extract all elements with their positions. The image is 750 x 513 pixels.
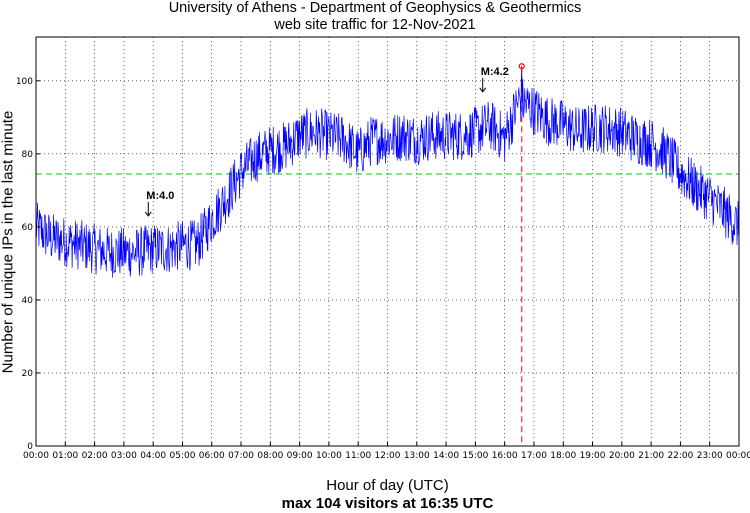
y-tick-label: 20 — [22, 369, 34, 379]
x-tick-label: 15:00 — [462, 451, 488, 461]
x-tick-label: 19:00 — [580, 451, 606, 461]
x-tick-label: 13:00 — [404, 451, 430, 461]
annotation-label: M:4.2 — [481, 66, 509, 78]
chart-subtitle: web site traffic for 12-Nov-2021 — [274, 17, 476, 33]
x-tick-label: 17:00 — [521, 451, 547, 461]
plot-frame — [35, 36, 740, 447]
x-tick-label: 07:00 — [228, 451, 254, 461]
x-tick-label: 02:00 — [82, 451, 108, 461]
x-tick-label: 00:00 — [726, 451, 750, 461]
x-tick-label: 16:00 — [492, 451, 518, 461]
x-tick-label: 05:00 — [169, 451, 195, 461]
max-point-marker — [518, 63, 525, 70]
x-tick-label: 11:00 — [345, 451, 371, 461]
y-tick-label: 60 — [22, 223, 34, 233]
x-tick-label: 01:00 — [52, 451, 78, 461]
x-tick-label: 21:00 — [638, 451, 664, 461]
x-tick-label: 06:00 — [199, 451, 225, 461]
x-tick-label: 03:00 — [111, 451, 137, 461]
traffic-series-line — [35, 66, 740, 278]
x-tick-label: 14:00 — [433, 451, 459, 461]
y-tick-label: 0 — [27, 442, 33, 452]
max-visitors-note: max 104 visitors at 16:35 UTC — [281, 495, 494, 512]
x-tick-label: 08:00 — [257, 451, 283, 461]
x-tick-label: 23:00 — [697, 451, 723, 461]
annotation-label: M:4.0 — [146, 190, 174, 202]
x-tick-label: 22:00 — [667, 451, 693, 461]
x-tick-label: 20:00 — [609, 451, 635, 461]
x-tick-label: 04:00 — [140, 451, 166, 461]
x-tick-label: 00:00 — [23, 451, 49, 461]
x-tick-label: 09:00 — [287, 451, 313, 461]
annotation-arrowhead — [144, 211, 152, 217]
y-tick-label: 80 — [22, 150, 34, 160]
x-tick-label: 10:00 — [316, 451, 342, 461]
y-tick-label: 40 — [22, 296, 34, 306]
y-tick-label: 100 — [16, 77, 33, 87]
x-tick-label: 12:00 — [375, 451, 401, 461]
y-axis-label: Number of unique IPs in the last minute — [0, 110, 17, 374]
x-axis-label: Hour of day (UTC) — [326, 477, 449, 494]
x-tick-label: 18:00 — [550, 451, 576, 461]
chart-title: University of Athens - Department of Geo… — [168, 0, 582, 16]
annotation-arrowhead — [479, 87, 487, 93]
